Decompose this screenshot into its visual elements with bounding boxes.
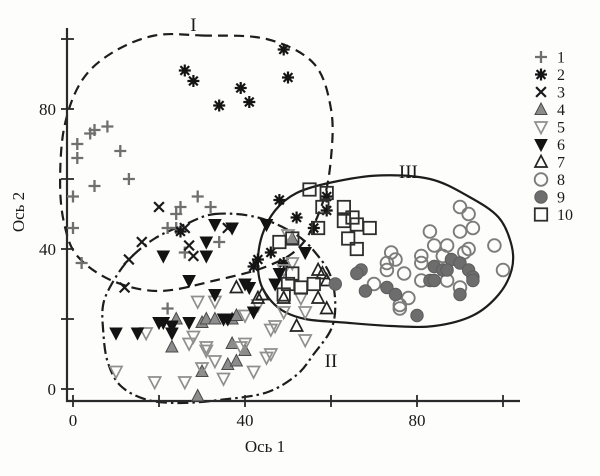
legend-item-5: 5	[533, 120, 565, 137]
series-9-points	[328, 252, 480, 323]
legend-item-1: 1	[535, 50, 565, 67]
region-II-label: II	[325, 351, 338, 372]
legend-item-label: 10	[557, 207, 573, 224]
legend-item-label: 2	[557, 67, 565, 84]
y-tick-label: 40	[39, 240, 56, 259]
series-8-points	[366, 199, 511, 316]
legend-item-6: 6	[534, 137, 565, 154]
legend-item-label: 8	[557, 172, 565, 189]
series-2-points	[174, 43, 333, 273]
legend-item-label: 3	[557, 85, 565, 102]
region-I-label: I	[190, 15, 196, 36]
axes: 0 40 80 0 40 80	[39, 28, 520, 430]
y-tick-label: 80	[39, 100, 56, 119]
series-3-points	[118, 201, 234, 294]
series-10-points	[272, 182, 377, 302]
region-I-outline	[58, 32, 334, 293]
series-5-points	[108, 229, 313, 391]
cluster-regions	[58, 32, 515, 405]
legend-item-9: 9	[534, 190, 565, 207]
data-points	[67, 43, 511, 402]
legend-item-label: 4	[557, 102, 565, 119]
legend-item-3: 3	[535, 85, 565, 102]
region-III-label: III	[399, 162, 418, 183]
legend-item-8: 8	[533, 172, 565, 189]
region-III-outline	[256, 174, 515, 329]
legend-item-label: 5	[557, 120, 565, 137]
x-tick-label: 40	[237, 411, 254, 430]
x-tick-label: 0	[69, 411, 78, 430]
legend-item-label: 9	[557, 190, 565, 207]
legend-item-label: 6	[557, 137, 565, 154]
x-tick-label: 80	[409, 411, 426, 430]
legend-item-10: 10	[533, 207, 573, 224]
y-tick-label: 0	[48, 380, 57, 399]
x-axis-title: Ось 1	[245, 437, 285, 456]
series-7-points	[228, 261, 335, 332]
legend-item-7: 7	[533, 153, 565, 172]
series-1-points	[67, 120, 226, 315]
y-axis-title: Ось 2	[9, 192, 28, 232]
legend-item-label: 7	[557, 155, 565, 172]
series-6-points	[109, 219, 313, 341]
legend-item-2: 2	[535, 67, 565, 84]
legend-item-4: 4	[534, 101, 565, 119]
legend-item-label: 1	[557, 50, 565, 67]
